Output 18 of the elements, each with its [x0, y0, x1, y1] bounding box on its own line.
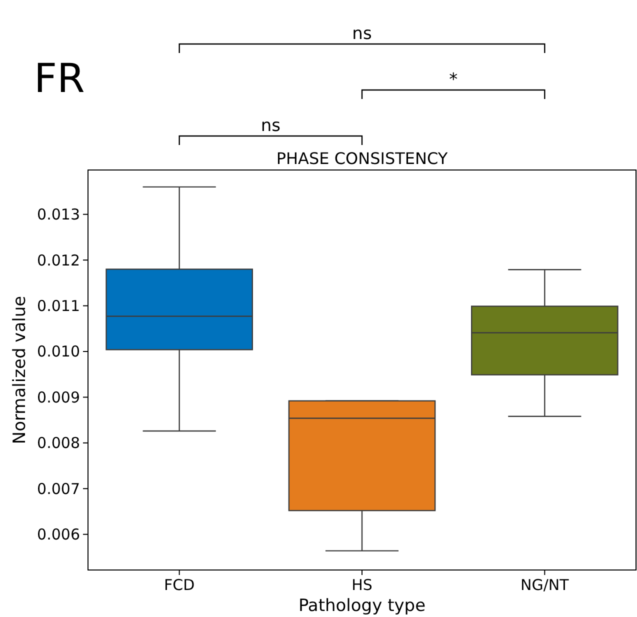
text: ns — [260, 116, 281, 136]
y-tick-label: 0.006 — [37, 526, 80, 544]
x-tick-label: HS — [352, 576, 372, 594]
y-tick-label: 0.011 — [37, 297, 80, 316]
chart-title: PHASE CONSISTENCY — [276, 149, 448, 168]
y-tick-label: 0.013 — [37, 206, 80, 224]
y-tick-label: 0.008 — [37, 434, 80, 452]
text: FR — [34, 56, 85, 102]
x-tick-label: FCD — [164, 576, 195, 594]
x-tick-label: NG/NT — [520, 576, 570, 594]
text: ns — [352, 24, 372, 44]
y-tick-label: 0.009 — [37, 388, 80, 406]
y-tick-label: 0.007 — [37, 480, 80, 498]
y-tick-label: 0.012 — [37, 251, 80, 270]
text: * — [449, 70, 458, 90]
y-tick-label: 0.010 — [37, 342, 80, 361]
x-axis-title: Pathology type — [298, 596, 426, 616]
y-axis-title: Normalized value — [10, 296, 30, 444]
